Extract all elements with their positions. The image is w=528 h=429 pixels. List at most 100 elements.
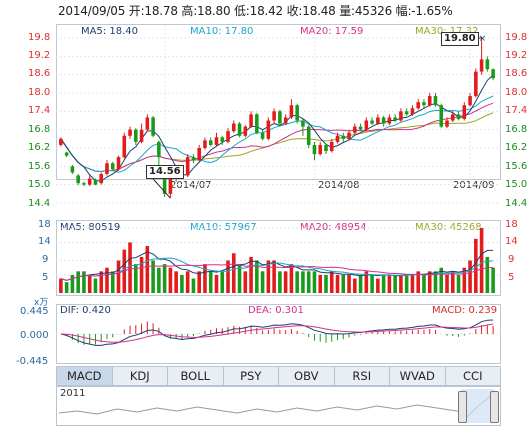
volume-bar — [105, 267, 109, 293]
candle-body — [249, 114, 253, 127]
volume-bar — [93, 278, 98, 293]
volume-bar — [191, 278, 196, 293]
candle-body — [260, 132, 265, 139]
candle-body — [99, 173, 104, 184]
candle-body — [387, 117, 392, 124]
volume-bar — [157, 267, 161, 293]
volume-bar — [151, 260, 155, 293]
candle-body — [82, 183, 86, 185]
volume-bar — [128, 242, 132, 293]
navigator-right-handle[interactable] — [490, 391, 499, 423]
tab-kdj[interactable]: KDJ — [113, 367, 168, 385]
volume-bar — [376, 278, 380, 293]
volume-bar — [387, 274, 392, 293]
tab-macd[interactable]: MACD — [57, 367, 113, 385]
volume-bar — [237, 264, 242, 293]
volume-bar — [203, 264, 207, 293]
price-tick: 16.8 — [28, 124, 51, 135]
candle-body — [341, 135, 346, 139]
volume-tick: 9 — [508, 254, 515, 265]
candle-body — [399, 111, 403, 121]
candle-body — [145, 117, 150, 130]
price-tick: 17.4 — [505, 105, 528, 116]
candle-body — [116, 157, 121, 170]
candle-body — [139, 129, 144, 142]
candle-body — [87, 178, 92, 185]
volume-bar — [145, 246, 150, 293]
candle-body — [197, 148, 201, 161]
range-navigator[interactable]: 2011 — [56, 386, 501, 426]
price-tick: 16.8 — [505, 124, 528, 135]
volume-bar — [180, 274, 184, 293]
vol-ma5-label: MA5: 80519 — [60, 222, 121, 233]
ma10-line — [60, 95, 494, 173]
volume-bar — [445, 274, 449, 293]
tab-rsi[interactable]: RSI — [335, 367, 390, 385]
tab-psy[interactable]: PSY — [224, 367, 279, 385]
volume-bar — [404, 274, 409, 293]
volume-bar — [324, 274, 328, 293]
low-price-callout: 14.56 — [146, 165, 184, 179]
candle-body — [381, 117, 386, 124]
candle-body — [191, 157, 196, 161]
candle-body — [404, 111, 409, 115]
ma20-label: MA20: 17.59 — [300, 26, 364, 37]
volume-tick: 18 — [505, 219, 518, 230]
ma30-label: MA30: 17.32 — [415, 26, 478, 37]
candle-body — [64, 152, 69, 156]
volume-bar — [329, 271, 334, 293]
volume-tick: 18 — [38, 219, 51, 230]
volume-bar — [266, 260, 271, 293]
candle-body — [329, 141, 334, 152]
volume-tick: 9 — [42, 254, 49, 265]
volume-bar — [64, 282, 69, 293]
volume-bar — [289, 264, 294, 293]
candle-body — [456, 114, 461, 119]
tab-wvad[interactable]: WVAD — [390, 367, 446, 385]
candle-body — [301, 120, 305, 127]
candle-body — [324, 144, 328, 152]
ma10-label: MA10: 17.80 — [190, 26, 254, 37]
candle-body — [433, 96, 438, 106]
candle-body — [485, 59, 490, 70]
candle-body — [168, 178, 173, 194]
candle-body — [289, 105, 294, 118]
candle-body — [376, 117, 380, 124]
volume-bar — [479, 228, 484, 293]
candle-body — [151, 117, 155, 136]
price-panel[interactable] — [56, 24, 501, 180]
candle-body — [237, 123, 242, 136]
price-tick: 15.0 — [505, 179, 528, 190]
quote-summary: 2014/09/05 开:18.78 高:18.80 低:18.42 收:18.… — [58, 4, 453, 18]
candle-body — [358, 126, 363, 130]
vol-ma10-label: MA10: 57967 — [190, 222, 257, 233]
dea-label: DEA: 0.301 — [248, 305, 304, 316]
volume-ma20-line — [60, 263, 494, 281]
candle-body — [231, 123, 236, 132]
volume-bar — [416, 271, 420, 293]
tab-boll[interactable]: BOLL — [168, 367, 224, 385]
tab-cci[interactable]: CCI — [463, 369, 483, 383]
price-tick: 15.0 — [28, 179, 51, 190]
candle-body — [93, 180, 98, 185]
volume-bar — [174, 271, 178, 293]
macd-label: MACD: 0.239 — [432, 305, 498, 316]
navigator-left-handle[interactable] — [458, 391, 467, 423]
volume-bar — [393, 274, 397, 293]
price-tick: 18.6 — [28, 68, 51, 79]
candle-body — [59, 138, 63, 145]
candle-body — [312, 144, 317, 155]
price-tick: 15.6 — [28, 161, 51, 172]
volume-tick: 14 — [505, 236, 518, 247]
tab-obv[interactable]: OBV — [279, 367, 335, 385]
candle-body — [208, 140, 213, 145]
volume-bar — [295, 271, 299, 293]
volume-bar — [231, 253, 236, 293]
candle-body — [226, 131, 230, 142]
candle-body — [214, 137, 219, 145]
candle-body — [157, 141, 161, 158]
candle-body — [479, 59, 484, 72]
volume-unit: x万 — [34, 298, 49, 308]
ma5-label: MA5: 18.40 — [81, 26, 139, 37]
volume-bar — [433, 271, 438, 293]
